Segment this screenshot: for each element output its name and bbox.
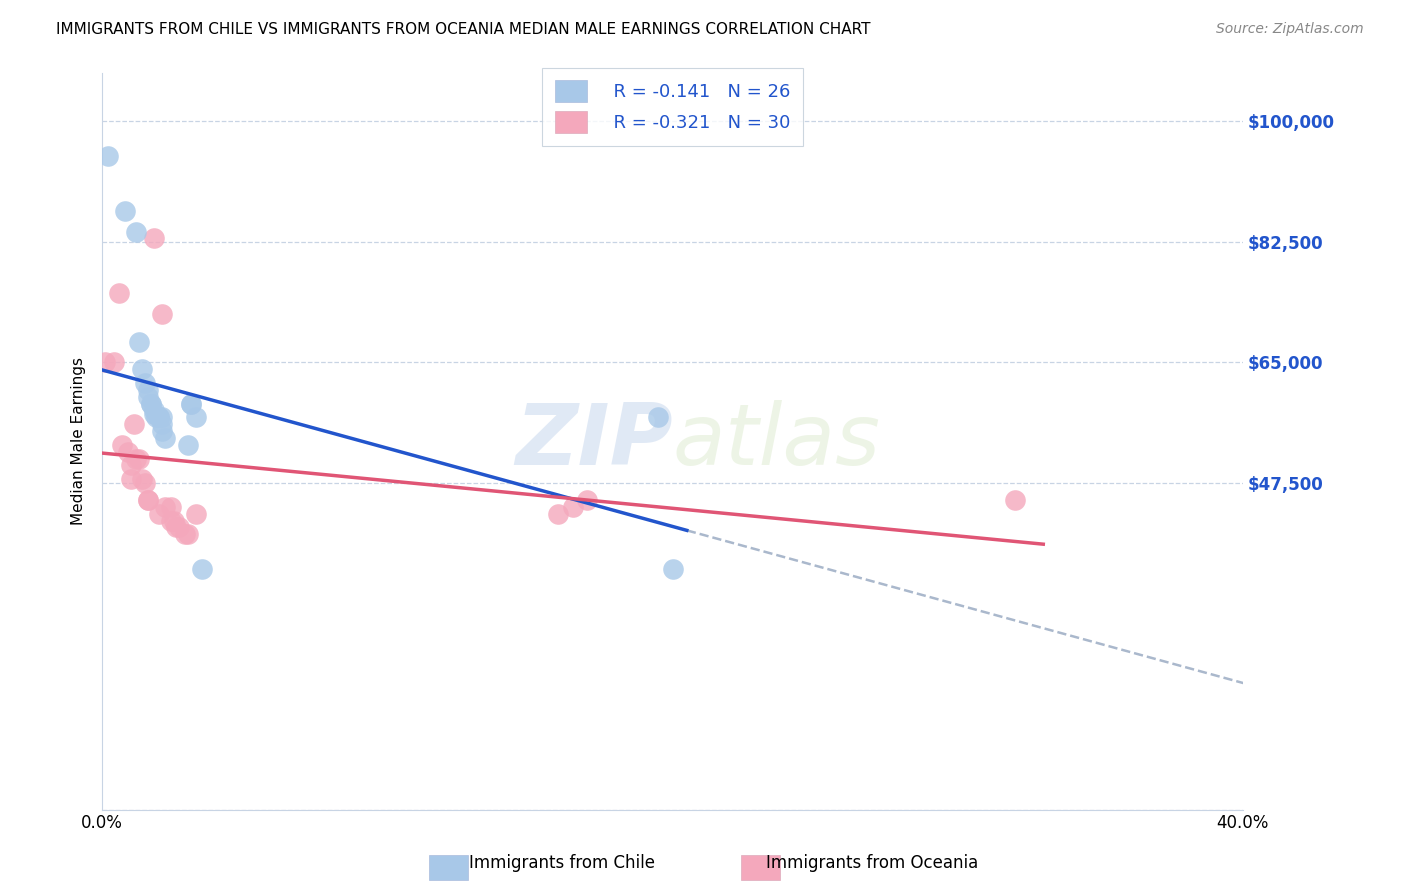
- Point: [108, 286, 131, 301]
- Point: [148, 507, 170, 521]
- Point: [114, 203, 136, 218]
- Point: [120, 472, 142, 486]
- Point: [131, 472, 153, 486]
- Point: [117, 444, 139, 458]
- Bar: [429, 855, 468, 880]
- Point: [150, 410, 173, 425]
- Text: Immigrants from Chile: Immigrants from Chile: [470, 855, 655, 872]
- Point: [136, 492, 159, 507]
- Point: [142, 407, 165, 421]
- Text: Immigrants from Oceania: Immigrants from Oceania: [766, 855, 977, 872]
- Point: [145, 410, 167, 425]
- Point: [150, 424, 173, 438]
- Point: [139, 396, 162, 410]
- Point: [94, 355, 117, 369]
- Point: [647, 410, 669, 425]
- Text: IMMIGRANTS FROM CHILE VS IMMIGRANTS FROM OCEANIA MEDIAN MALE EARNINGS CORRELATIO: IMMIGRANTS FROM CHILE VS IMMIGRANTS FROM…: [56, 22, 870, 37]
- Text: ZIP: ZIP: [515, 400, 672, 483]
- Point: [153, 500, 176, 514]
- Point: [174, 527, 197, 541]
- Point: [148, 410, 170, 425]
- Point: [125, 451, 148, 466]
- Point: [191, 562, 214, 576]
- Point: [1004, 492, 1026, 507]
- Point: [167, 520, 190, 534]
- Point: [136, 390, 159, 404]
- Text: Source: ZipAtlas.com: Source: ZipAtlas.com: [1216, 22, 1364, 37]
- Point: [134, 475, 156, 490]
- Point: [142, 231, 165, 245]
- Point: [153, 431, 176, 445]
- Point: [186, 410, 208, 425]
- Point: [150, 417, 173, 432]
- Point: [547, 507, 569, 521]
- Point: [136, 492, 159, 507]
- Point: [139, 396, 162, 410]
- Point: [128, 451, 150, 466]
- Point: [162, 514, 184, 528]
- Legend:   R = -0.141   N = 26,   R = -0.321   N = 30: R = -0.141 N = 26, R = -0.321 N = 30: [543, 68, 803, 146]
- Bar: [741, 855, 780, 880]
- Point: [122, 417, 145, 432]
- Point: [120, 458, 142, 473]
- Point: [134, 376, 156, 390]
- Point: [103, 355, 125, 369]
- Point: [661, 562, 683, 576]
- Point: [159, 500, 181, 514]
- Point: [186, 507, 208, 521]
- Point: [180, 396, 202, 410]
- Point: [180, 396, 202, 410]
- Point: [142, 403, 165, 417]
- Point: [575, 492, 598, 507]
- Point: [148, 410, 170, 425]
- Point: [177, 438, 200, 452]
- Point: [561, 500, 583, 514]
- Point: [128, 334, 150, 349]
- Y-axis label: Median Male Earnings: Median Male Earnings: [72, 358, 86, 525]
- Text: atlas: atlas: [672, 400, 880, 483]
- Point: [150, 307, 173, 321]
- Point: [136, 383, 159, 397]
- Point: [97, 149, 120, 163]
- Point: [159, 514, 181, 528]
- Point: [165, 520, 187, 534]
- Point: [125, 225, 148, 239]
- Point: [111, 438, 134, 452]
- Point: [177, 527, 200, 541]
- Point: [131, 362, 153, 376]
